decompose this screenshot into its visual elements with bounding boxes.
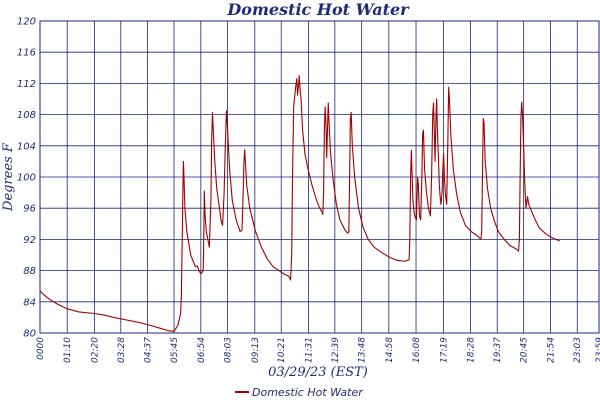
y-tick-label: 80 [23, 329, 36, 340]
x-tick-label: 09:13 [251, 337, 261, 363]
x-tick-label: 0000 [36, 337, 46, 360]
x-axis-label: 03/29/23 (EST) [268, 365, 368, 380]
x-tick-label: 10:21 [277, 337, 287, 363]
x-tick-label: 03:28 [117, 337, 127, 363]
legend-label: Domestic Hot Water [252, 386, 364, 399]
series-lines [39, 75, 560, 332]
y-tick-label: 112 [17, 79, 36, 90]
y-tick-label: 108 [17, 110, 36, 121]
legend: Domestic Hot Water [235, 386, 364, 399]
y-axis-label: Degrees F [1, 142, 16, 212]
x-tick-label: 01:10 [63, 337, 73, 363]
x-tick-label: 20:45 [520, 337, 530, 363]
x-tick-label: 05:45 [170, 337, 180, 363]
x-tick-label: 19:37 [493, 337, 503, 363]
x-tick-label: 02:20 [90, 337, 100, 363]
y-axis-ticks: 80 84 88 92 96 100 104 108 112 116 120 [17, 17, 36, 340]
y-tick-label: 116 [17, 48, 36, 59]
y-tick-label: 88 [23, 266, 36, 277]
series-line [39, 75, 560, 332]
y-tick-label: 92 [23, 235, 36, 246]
x-tick-label: 08:03 [224, 337, 234, 363]
y-tick-label: 96 [23, 204, 36, 215]
plot-frame [39, 20, 600, 334]
plot-border [39, 20, 600, 334]
x-tick-label: 21:54 [546, 337, 556, 363]
x-tick-label: 17:19 [440, 337, 450, 363]
x-tick-label: 11:31 [304, 337, 314, 363]
x-tick-label: 14:58 [385, 337, 395, 363]
x-tick-label: 23:03 [573, 337, 583, 363]
y-tick-label: 84 [23, 297, 36, 308]
x-tick-label: 16:08 [412, 337, 422, 363]
x-tick-label: 12:39 [331, 337, 341, 363]
x-tick-label: 18:28 [466, 337, 476, 363]
chart-title: Domestic Hot Water [226, 0, 410, 19]
x-tick-label: 23:59 [595, 337, 600, 363]
y-tick-label: 120 [17, 17, 36, 28]
x-tick-label: 06:54 [197, 337, 207, 363]
x-tick-label: 13:48 [358, 337, 368, 363]
x-tick-label: 04:37 [144, 337, 154, 363]
y-tick-label: 100 [17, 173, 36, 184]
y-tick-label: 104 [17, 141, 36, 152]
x-axis-ticks: 0000 01:10 02:20 03:28 04:37 05:45 06:54 08:03 0… [36, 337, 600, 363]
